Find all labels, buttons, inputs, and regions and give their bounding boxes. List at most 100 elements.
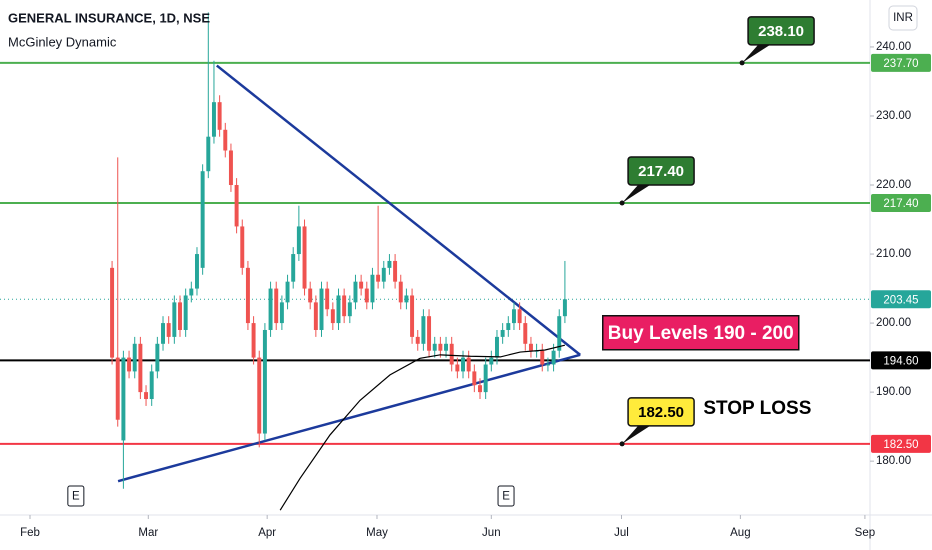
callout-anchor	[739, 60, 745, 66]
plot-area	[0, 12, 870, 511]
candle-body	[517, 309, 522, 324]
candle-body	[313, 302, 318, 330]
candle-body	[195, 254, 199, 289]
y-tick-label: 200.00	[876, 317, 911, 329]
callout-text: 238.10	[758, 23, 804, 40]
candle-body	[234, 185, 239, 227]
candle-body	[155, 343, 160, 372]
callout-pointer	[742, 44, 771, 63]
candle-body	[319, 288, 324, 330]
x-tick-label: Jun	[482, 527, 501, 539]
event-marker	[497, 485, 515, 507]
candle-body	[223, 129, 228, 151]
candle-body	[562, 299, 567, 317]
currency: INR	[893, 12, 913, 24]
candle-body	[296, 226, 301, 255]
candle-body	[302, 226, 307, 289]
price-tag-label: 194.60	[883, 355, 918, 367]
x-tick-label: Feb	[20, 527, 40, 539]
callout-text: 182.50	[638, 404, 684, 421]
y-tick-label: 210.00	[876, 248, 911, 260]
candle-body	[523, 323, 528, 344]
candle-body	[444, 343, 449, 351]
candle-body	[528, 343, 533, 351]
x-tick-label: Jul	[614, 527, 629, 539]
candle-body	[245, 267, 250, 324]
event-marker	[67, 485, 85, 507]
candle-body	[557, 316, 562, 351]
candle-body	[370, 274, 375, 303]
candle-body	[291, 254, 296, 282]
candle-body	[336, 295, 341, 324]
trendline	[117, 353, 581, 483]
candle-body	[206, 136, 211, 172]
callout-box	[627, 397, 695, 427]
candle-body	[217, 102, 222, 130]
x-tick-label: Mar	[138, 527, 158, 539]
price-tag-label: 237.70	[883, 58, 918, 70]
candle-body	[121, 357, 126, 441]
candle-body	[183, 295, 188, 330]
price-tag	[871, 434, 931, 453]
candle-body	[376, 274, 381, 282]
candle-body	[500, 329, 505, 337]
candle-body	[495, 336, 499, 358]
candle-body	[461, 357, 465, 372]
candle-body	[353, 281, 358, 303]
callout-pointer	[622, 425, 651, 444]
indicator-line	[279, 344, 566, 511]
candle-body	[545, 364, 550, 366]
candle-body	[438, 343, 443, 351]
candle-body	[489, 357, 494, 365]
price-tag-label: 182.50	[883, 439, 918, 451]
candle-body	[483, 364, 488, 393]
price-tag-label: 217.40	[883, 198, 918, 210]
y-tick-label: 220.00	[876, 179, 911, 191]
price-tag-label: 203.45	[883, 294, 918, 306]
candle-body	[110, 267, 115, 358]
candle-body	[387, 260, 392, 268]
indicator-name: McGinley Dynamic	[8, 34, 117, 49]
candle-body	[427, 316, 432, 351]
candle-body	[251, 323, 256, 358]
candle-body	[404, 295, 409, 303]
candle-body	[364, 288, 369, 303]
x-tick-label: Aug	[730, 527, 750, 539]
candle-body	[359, 281, 364, 289]
candle-body	[455, 364, 460, 372]
candle-body	[144, 392, 149, 400]
candle-body	[268, 288, 273, 330]
x-tick-label: May	[366, 527, 388, 539]
candle-body	[200, 171, 205, 268]
candle-body	[132, 343, 137, 372]
event-label: E	[502, 491, 510, 503]
candle-body	[432, 343, 437, 351]
candle-body	[381, 267, 386, 282]
candle-body	[342, 295, 347, 317]
currency-box[interactable]	[888, 5, 918, 31]
candle-body	[161, 323, 165, 344]
candle-body	[540, 350, 545, 365]
candle-body	[347, 302, 352, 317]
candle-body	[478, 385, 482, 393]
callout-anchor	[619, 441, 625, 447]
price-tag	[871, 53, 931, 72]
annotation-text: Buy Levels 190 - 200	[608, 323, 794, 344]
candle-body	[127, 357, 132, 372]
candle-body	[285, 281, 290, 303]
y-tick-label: 190.00	[876, 386, 911, 398]
event-label: E	[72, 491, 80, 503]
candle-body	[115, 357, 120, 420]
candle-body	[178, 302, 182, 330]
candle-body	[330, 309, 335, 324]
candle-body	[393, 260, 398, 282]
callout-box	[627, 156, 695, 186]
candle-body	[466, 357, 471, 372]
candle-body	[149, 371, 154, 400]
candle-body	[189, 288, 194, 296]
candle-body	[240, 226, 245, 268]
price-tag	[871, 290, 931, 309]
annotation-text: STOP LOSS	[703, 398, 811, 419]
candle-body	[211, 102, 216, 137]
